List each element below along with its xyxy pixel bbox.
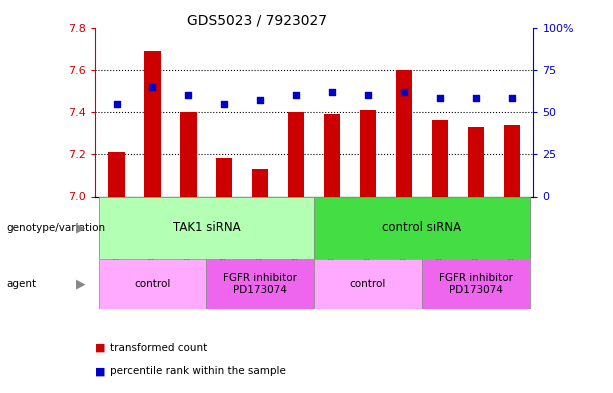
Text: GDS5023 / 7923027: GDS5023 / 7923027: [188, 14, 327, 28]
Text: transformed count: transformed count: [110, 343, 208, 353]
FancyBboxPatch shape: [458, 196, 494, 259]
Text: GSM1267150: GSM1267150: [327, 200, 337, 260]
Text: ■: ■: [95, 366, 105, 376]
Text: GSM1267159: GSM1267159: [112, 200, 121, 260]
Point: [363, 92, 373, 98]
Text: GSM1267154: GSM1267154: [471, 200, 481, 260]
Text: genotype/variation: genotype/variation: [6, 223, 105, 233]
Bar: [216, 158, 232, 196]
Point: [327, 88, 337, 95]
Text: GSM1267151: GSM1267151: [364, 200, 373, 260]
FancyBboxPatch shape: [314, 259, 422, 309]
FancyBboxPatch shape: [134, 196, 170, 259]
Bar: [180, 112, 197, 196]
Bar: [288, 112, 304, 196]
Point: [291, 92, 301, 98]
FancyBboxPatch shape: [494, 196, 530, 259]
Point: [148, 83, 158, 90]
Bar: [396, 70, 412, 196]
FancyBboxPatch shape: [99, 196, 314, 259]
Bar: [504, 125, 520, 196]
Bar: [432, 120, 448, 196]
FancyBboxPatch shape: [278, 196, 314, 259]
Text: GSM1267155: GSM1267155: [507, 200, 516, 260]
Text: ▶: ▶: [76, 221, 86, 235]
Text: GSM1267158: GSM1267158: [292, 200, 301, 260]
Bar: [109, 152, 124, 196]
Text: GSM1267161: GSM1267161: [184, 200, 193, 260]
Point: [471, 95, 481, 102]
Text: control siRNA: control siRNA: [383, 221, 462, 235]
FancyBboxPatch shape: [99, 259, 207, 309]
FancyBboxPatch shape: [422, 196, 458, 259]
FancyBboxPatch shape: [314, 196, 530, 259]
FancyBboxPatch shape: [314, 196, 350, 259]
Point: [256, 97, 265, 103]
Text: agent: agent: [6, 279, 36, 289]
Bar: [324, 114, 340, 196]
Text: control: control: [134, 279, 170, 289]
Point: [507, 95, 517, 102]
FancyBboxPatch shape: [350, 196, 386, 259]
Text: TAK1 siRNA: TAK1 siRNA: [173, 221, 240, 235]
FancyBboxPatch shape: [242, 196, 278, 259]
Bar: [145, 51, 161, 196]
FancyBboxPatch shape: [207, 259, 314, 309]
Text: GSM1267157: GSM1267157: [256, 200, 265, 260]
Bar: [360, 110, 376, 196]
Point: [399, 88, 409, 95]
Point: [219, 100, 229, 107]
Point: [183, 92, 193, 98]
Text: ■: ■: [95, 343, 105, 353]
FancyBboxPatch shape: [99, 196, 134, 259]
FancyBboxPatch shape: [207, 196, 242, 259]
Bar: [468, 127, 484, 196]
Point: [112, 100, 121, 107]
Text: percentile rank within the sample: percentile rank within the sample: [110, 366, 286, 376]
FancyBboxPatch shape: [422, 259, 530, 309]
Text: GSM1267153: GSM1267153: [435, 200, 444, 260]
Text: GSM1267160: GSM1267160: [148, 200, 157, 260]
FancyBboxPatch shape: [170, 196, 207, 259]
Text: GSM1267152: GSM1267152: [400, 200, 408, 260]
Text: FGFR inhibitor
PD173074: FGFR inhibitor PD173074: [223, 273, 297, 295]
Text: GSM1267156: GSM1267156: [220, 200, 229, 260]
Bar: [252, 169, 268, 196]
Point: [435, 95, 445, 102]
Text: FGFR inhibitor
PD173074: FGFR inhibitor PD173074: [439, 273, 513, 295]
FancyBboxPatch shape: [386, 196, 422, 259]
Text: ▶: ▶: [76, 277, 86, 290]
Text: control: control: [350, 279, 386, 289]
